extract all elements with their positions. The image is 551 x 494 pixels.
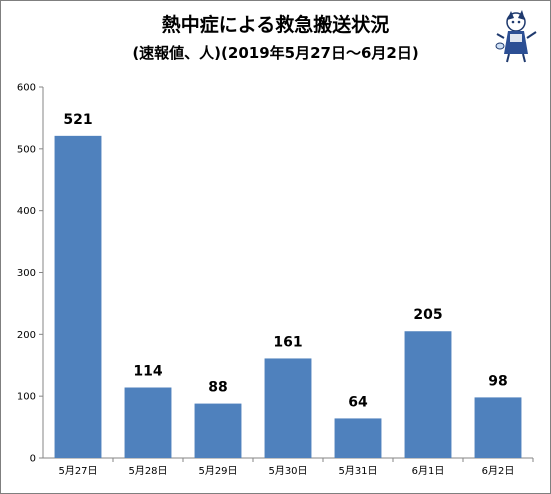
x-tick-label: 5月28日 (128, 465, 167, 477)
mascot-illustration-icon (495, 10, 537, 63)
bar (264, 358, 312, 458)
chart-subtitle: (速報値、人)(2019年5月27日～6月2日) (132, 44, 419, 62)
data-label: 64 (348, 394, 368, 410)
bar (474, 397, 522, 458)
bar (124, 387, 172, 458)
x-tick-label: 5月31日 (338, 465, 377, 477)
y-tick-label: 400 (17, 206, 36, 217)
x-tick-label: 5月30日 (268, 465, 307, 477)
data-label: 114 (133, 364, 162, 380)
bar (334, 418, 382, 458)
y-tick-label: 0 (30, 454, 36, 465)
data-label: 161 (273, 334, 302, 350)
x-tick-label: 5月29日 (198, 465, 237, 477)
data-label: 205 (413, 307, 442, 323)
data-label: 88 (208, 380, 227, 396)
chart-title: 熱中症による救急搬送状況 (161, 14, 390, 36)
x-tick-label: 6月2日 (482, 465, 515, 477)
bar (194, 403, 242, 458)
y-tick-label: 100 (17, 392, 36, 403)
y-tick-label: 500 (17, 144, 36, 155)
bar (404, 331, 452, 458)
x-tick-label: 5月27日 (58, 465, 97, 477)
x-tick-label: 6月1日 (412, 465, 445, 477)
data-label: 98 (488, 373, 507, 389)
y-tick-label: 300 (17, 268, 36, 279)
y-tick-label: 600 (17, 83, 36, 94)
y-tick-label: 200 (17, 330, 36, 341)
data-label: 521 (63, 112, 92, 128)
bar (54, 135, 102, 458)
